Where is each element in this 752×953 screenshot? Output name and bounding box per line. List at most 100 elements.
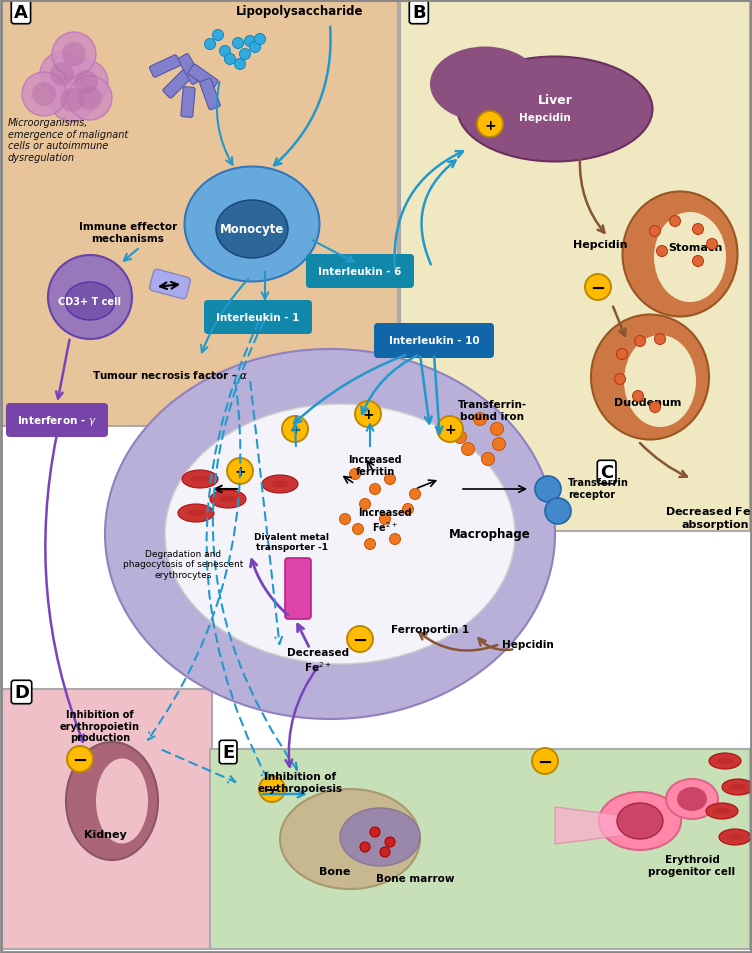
Text: Stomach: Stomach xyxy=(668,243,722,253)
Text: Hepcidin: Hepcidin xyxy=(519,112,571,123)
Ellipse shape xyxy=(617,803,663,840)
FancyBboxPatch shape xyxy=(306,254,414,289)
Text: −: − xyxy=(265,781,280,800)
Text: Liver: Liver xyxy=(538,93,572,107)
Text: Immune effector
mechanisms: Immune effector mechanisms xyxy=(79,222,177,243)
Circle shape xyxy=(60,89,84,112)
Circle shape xyxy=(384,474,396,485)
Ellipse shape xyxy=(178,504,214,522)
Text: Interleukin - 6: Interleukin - 6 xyxy=(318,267,402,277)
Text: Inhibition of
erythropoietin
production: Inhibition of erythropoietin production xyxy=(60,709,140,742)
Circle shape xyxy=(462,443,475,456)
Circle shape xyxy=(254,34,265,46)
Ellipse shape xyxy=(191,476,209,482)
Circle shape xyxy=(48,255,132,339)
Ellipse shape xyxy=(457,57,653,162)
Circle shape xyxy=(62,43,86,67)
Circle shape xyxy=(40,53,84,97)
Text: +: + xyxy=(234,465,246,479)
Circle shape xyxy=(78,87,102,111)
Circle shape xyxy=(235,59,245,71)
Text: A: A xyxy=(14,4,28,22)
Polygon shape xyxy=(555,807,635,844)
Circle shape xyxy=(370,827,380,837)
Circle shape xyxy=(359,499,371,510)
Ellipse shape xyxy=(262,476,298,494)
FancyBboxPatch shape xyxy=(188,65,218,91)
FancyBboxPatch shape xyxy=(204,301,312,335)
Text: Interleukin - 10: Interleukin - 10 xyxy=(389,335,479,346)
FancyBboxPatch shape xyxy=(2,689,212,949)
Text: Transferrin
receptor: Transferrin receptor xyxy=(568,477,629,499)
Circle shape xyxy=(353,524,363,535)
Circle shape xyxy=(390,534,401,545)
Circle shape xyxy=(635,336,645,347)
FancyBboxPatch shape xyxy=(150,55,180,78)
Circle shape xyxy=(632,391,644,402)
Text: E: E xyxy=(222,743,235,761)
Text: Increased
ferritin: Increased ferritin xyxy=(348,455,402,476)
Circle shape xyxy=(437,416,463,442)
Ellipse shape xyxy=(65,283,115,320)
Ellipse shape xyxy=(187,510,205,517)
Text: Duodenum: Duodenum xyxy=(614,397,681,408)
Circle shape xyxy=(347,626,373,652)
Circle shape xyxy=(50,63,74,87)
Circle shape xyxy=(453,431,466,444)
Ellipse shape xyxy=(722,780,752,795)
Circle shape xyxy=(380,514,390,525)
Ellipse shape xyxy=(714,808,730,814)
Circle shape xyxy=(585,274,611,301)
Ellipse shape xyxy=(719,829,751,845)
Ellipse shape xyxy=(340,808,420,866)
Circle shape xyxy=(493,438,505,451)
Text: Interleukin - 1: Interleukin - 1 xyxy=(217,314,300,323)
Circle shape xyxy=(402,504,414,515)
Ellipse shape xyxy=(654,213,726,303)
Text: B: B xyxy=(412,4,426,22)
Circle shape xyxy=(617,349,627,360)
Text: +: + xyxy=(362,408,374,422)
Ellipse shape xyxy=(182,471,218,489)
Ellipse shape xyxy=(219,497,237,502)
Ellipse shape xyxy=(280,789,420,889)
Text: +: + xyxy=(290,423,301,437)
Circle shape xyxy=(360,842,370,852)
Circle shape xyxy=(339,514,350,525)
Circle shape xyxy=(693,256,704,267)
FancyBboxPatch shape xyxy=(6,403,108,437)
Circle shape xyxy=(490,423,504,436)
Circle shape xyxy=(545,498,571,524)
Circle shape xyxy=(355,401,381,428)
Text: Tumour necrosis factor - $\alpha$: Tumour necrosis factor - $\alpha$ xyxy=(92,369,248,380)
Circle shape xyxy=(656,246,668,257)
Circle shape xyxy=(220,47,231,57)
Text: Hepcidin: Hepcidin xyxy=(573,240,627,250)
Circle shape xyxy=(410,489,420,500)
Text: Increased
Fe$^{2+}$: Increased Fe$^{2+}$ xyxy=(358,507,412,534)
Circle shape xyxy=(669,216,681,227)
Circle shape xyxy=(369,484,381,495)
Circle shape xyxy=(67,746,93,772)
FancyBboxPatch shape xyxy=(400,2,750,532)
Circle shape xyxy=(227,458,253,484)
FancyBboxPatch shape xyxy=(150,270,190,299)
Circle shape xyxy=(481,453,495,466)
Ellipse shape xyxy=(706,803,738,820)
Text: Macrophage: Macrophage xyxy=(449,528,531,541)
Text: D: D xyxy=(14,683,29,701)
FancyBboxPatch shape xyxy=(210,749,750,949)
Circle shape xyxy=(614,375,626,385)
Ellipse shape xyxy=(717,759,733,764)
Text: Decreased
Fe$^{2+}$: Decreased Fe$^{2+}$ xyxy=(287,647,349,674)
Text: −: − xyxy=(538,753,553,771)
FancyBboxPatch shape xyxy=(181,88,195,118)
FancyBboxPatch shape xyxy=(2,2,398,427)
Text: Microorganisms,
emergence of malignant
cells or autoimmune
dysregulation: Microorganisms, emergence of malignant c… xyxy=(8,118,129,163)
Circle shape xyxy=(477,112,503,138)
Circle shape xyxy=(250,43,260,53)
Circle shape xyxy=(650,402,660,413)
Text: CD3+ T cell: CD3+ T cell xyxy=(59,296,122,307)
Circle shape xyxy=(706,239,717,251)
Circle shape xyxy=(50,79,94,123)
